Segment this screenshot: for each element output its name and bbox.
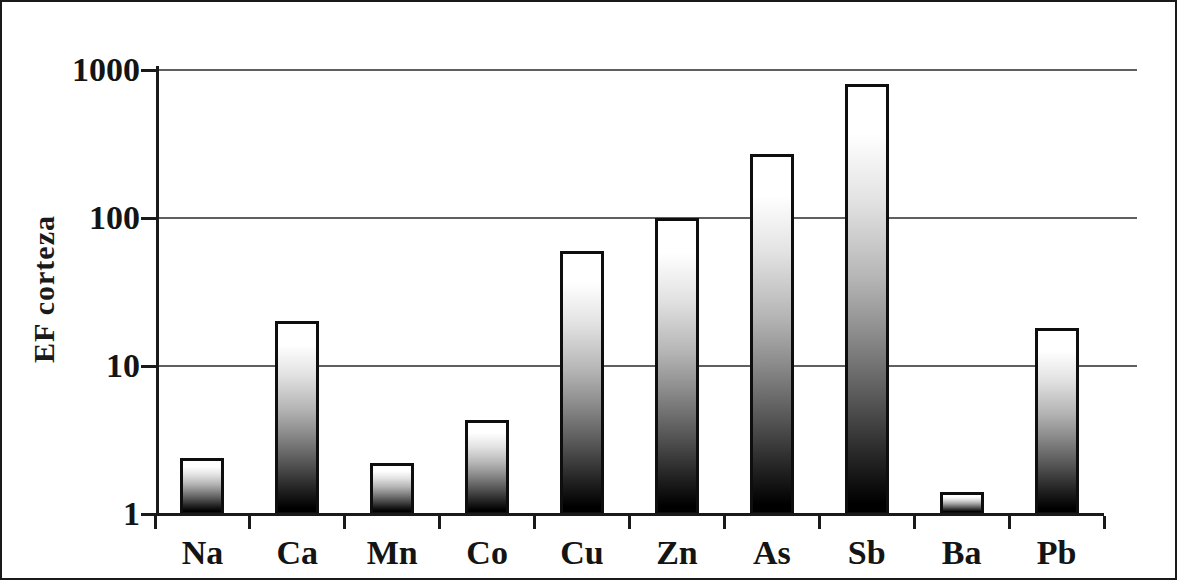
bar-Sb (845, 84, 889, 515)
y-tick-label: 1 (22, 496, 140, 532)
x-category-label-Co: Co (442, 535, 532, 571)
x-tick (438, 516, 441, 529)
chart-figure: EF corteza 1 10 100 1000 NaCaMnCoCuZnAsSbBaP… (0, 0, 1177, 580)
bar-Zn (655, 218, 699, 515)
bar-Pb (1035, 328, 1079, 515)
x-tick (723, 516, 726, 529)
x-category-label-Ba: Ba (917, 535, 1007, 571)
bar-Na (180, 458, 224, 515)
x-category-label-Cu: Cu (537, 535, 627, 571)
gridline-1000 (158, 69, 1137, 71)
x-tick (818, 516, 821, 529)
x-category-label-Pb: Pb (1012, 535, 1102, 571)
bar-As (750, 154, 794, 515)
y-axis-line (156, 66, 159, 516)
x-tick (154, 516, 157, 529)
x-tick (1103, 516, 1106, 529)
y-tick-1000 (141, 69, 156, 72)
x-tick (343, 516, 346, 529)
x-category-label-Ca: Ca (252, 535, 342, 571)
bar-Cu (560, 251, 604, 515)
y-tick-10 (141, 365, 156, 368)
y-tick-100 (141, 217, 156, 220)
x-tick (1008, 516, 1011, 529)
bar-Ca (275, 321, 319, 515)
y-tick-label: 100 (22, 200, 140, 236)
x-category-label-Na: Na (157, 535, 247, 571)
gridline-100 (158, 217, 1137, 219)
x-category-label-As: As (727, 535, 817, 571)
x-tick (248, 516, 251, 529)
y-axis-title: EF corteza (27, 215, 61, 363)
x-category-label-Zn: Zn (632, 535, 722, 571)
x-tick (628, 516, 631, 529)
x-category-label-Mn: Mn (347, 535, 437, 571)
bar-Co (465, 420, 509, 515)
bar-Ba (940, 492, 984, 515)
x-category-label-Sb: Sb (822, 535, 912, 571)
x-tick (533, 516, 536, 529)
x-tick (913, 516, 916, 529)
y-tick-label: 10 (22, 348, 140, 384)
bar-Mn (370, 463, 414, 515)
y-tick-label: 1000 (22, 52, 140, 88)
